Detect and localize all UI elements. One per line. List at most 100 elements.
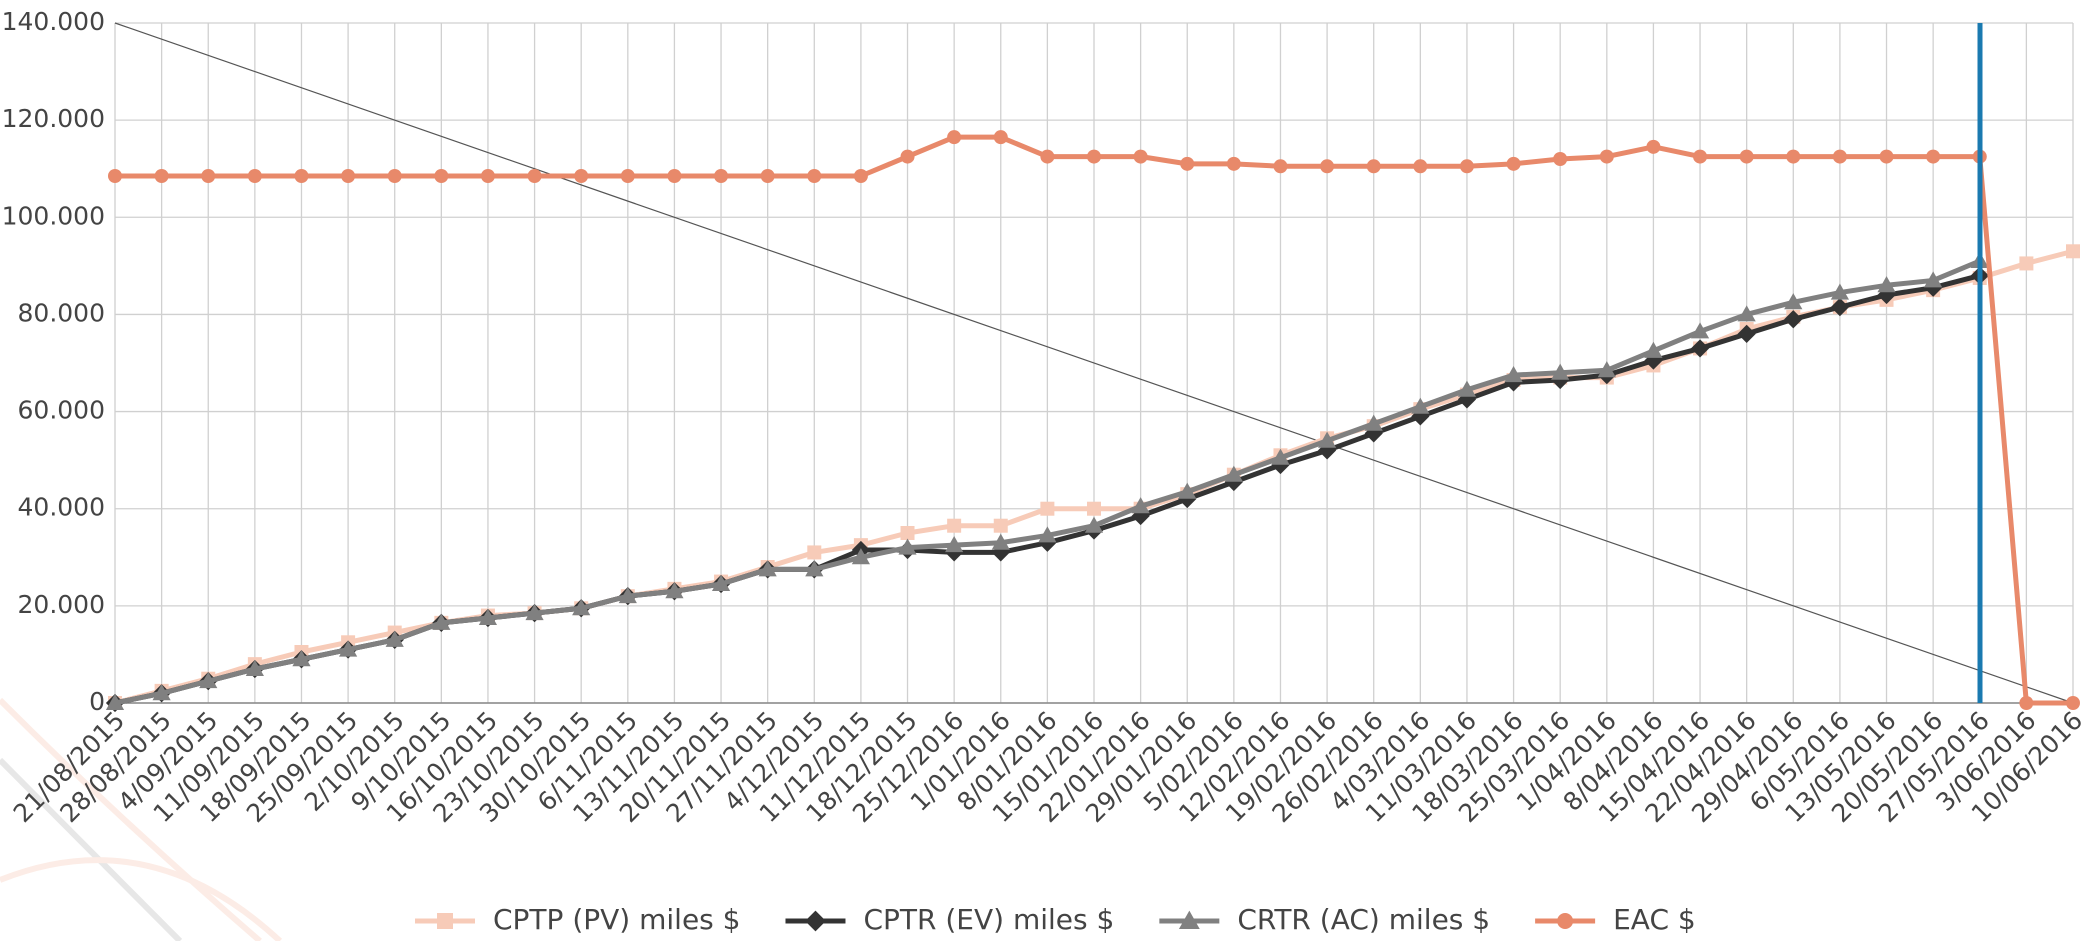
marker <box>1366 159 1381 174</box>
marker <box>1224 465 1243 482</box>
marker <box>292 650 311 667</box>
marker <box>1459 159 1474 174</box>
marker <box>1087 501 1101 516</box>
marker <box>993 518 1008 533</box>
marker <box>947 518 962 533</box>
marker <box>900 526 915 540</box>
marker <box>1273 159 1288 174</box>
marker <box>1040 149 1055 164</box>
marker <box>991 543 1010 562</box>
marker <box>1180 156 1195 171</box>
marker <box>154 169 169 183</box>
marker <box>1879 149 1894 164</box>
marker <box>618 587 637 604</box>
marker <box>1644 341 1663 358</box>
marker <box>1786 149 1801 164</box>
marker <box>805 560 824 577</box>
marker <box>1690 322 1710 339</box>
marker <box>1646 139 1661 154</box>
marker <box>338 640 358 657</box>
marker <box>1693 149 1708 164</box>
grid: 0 20.000 40.000 60.000 80.000 100.000 120.000 1… <box>2 7 2089 828</box>
plot <box>105 130 2080 713</box>
marker <box>1926 149 1941 164</box>
marker <box>1504 366 1523 383</box>
marker <box>387 169 402 183</box>
legend-label: EAC $ <box>1613 903 1696 936</box>
marker <box>1320 159 1335 174</box>
marker <box>1551 363 1570 380</box>
marker <box>1038 526 1057 543</box>
marker <box>1271 448 1290 465</box>
marker <box>1739 149 1754 164</box>
marker <box>1737 305 1756 322</box>
y-tick-label: 100.000 <box>2 201 105 230</box>
marker <box>1832 149 1847 164</box>
marker <box>1457 390 1477 409</box>
y-tick-label: 140.000 <box>2 7 105 36</box>
marker <box>525 604 544 621</box>
marker <box>1131 497 1150 514</box>
marker <box>1224 472 1243 492</box>
marker <box>805 910 826 932</box>
decor-line <box>0 757 183 941</box>
marker <box>807 169 822 183</box>
marker <box>991 533 1010 550</box>
decor-line <box>0 857 283 941</box>
marker <box>2019 256 2034 271</box>
marker <box>1413 159 1428 174</box>
marker <box>294 169 309 183</box>
marker <box>1924 278 1943 297</box>
marker <box>1084 516 1104 533</box>
marker <box>1364 414 1383 431</box>
marker <box>1133 149 1148 164</box>
legend-label: CRTR (AC) miles $ <box>1237 903 1490 936</box>
y-tick-label: 80.000 <box>18 298 105 327</box>
marker <box>993 130 1008 145</box>
marker <box>1087 149 1101 164</box>
legend-item: CRTR (AC) miles $ <box>1159 903 1490 936</box>
marker <box>341 169 356 183</box>
marker <box>620 169 635 183</box>
marker <box>1830 298 1850 317</box>
marker <box>1457 380 1477 397</box>
marker <box>1924 271 1943 288</box>
legend-item: CPTP (PV) miles $ <box>415 903 740 936</box>
marker <box>1830 283 1850 300</box>
legend-item: CPTR (EV) miles $ <box>785 903 1114 936</box>
marker <box>853 169 868 183</box>
series <box>105 251 1989 710</box>
marker <box>1317 431 1337 448</box>
marker <box>665 582 684 599</box>
legend: CPTP (PV) miles $ CPTR (EV) miles $ CRTR (… <box>415 903 1696 936</box>
decoration <box>0 697 283 941</box>
marker <box>437 913 453 929</box>
marker <box>1597 361 1616 378</box>
trend-line <box>114 22 2074 704</box>
y-tick-label: 20.000 <box>18 590 105 619</box>
marker <box>432 613 451 630</box>
marker <box>434 169 449 183</box>
marker <box>105 693 125 710</box>
y-tick-label: 0 <box>89 687 105 716</box>
marker <box>1690 339 1710 358</box>
marker <box>1877 276 1896 293</box>
marker <box>1784 310 1803 329</box>
marker <box>1553 152 1568 166</box>
marker <box>527 169 542 183</box>
series <box>108 130 2080 710</box>
marker <box>807 545 822 560</box>
marker <box>758 560 777 577</box>
legend-label: CPTP (PV) miles $ <box>493 903 740 936</box>
y-tick-label: 120.000 <box>2 104 105 133</box>
marker <box>1178 910 1200 929</box>
marker <box>572 599 591 616</box>
marker <box>947 130 962 145</box>
marker <box>1557 913 1574 929</box>
marker <box>667 169 682 183</box>
marker <box>900 149 915 164</box>
marker <box>714 169 729 183</box>
marker <box>1411 397 1430 414</box>
marker <box>385 630 404 647</box>
